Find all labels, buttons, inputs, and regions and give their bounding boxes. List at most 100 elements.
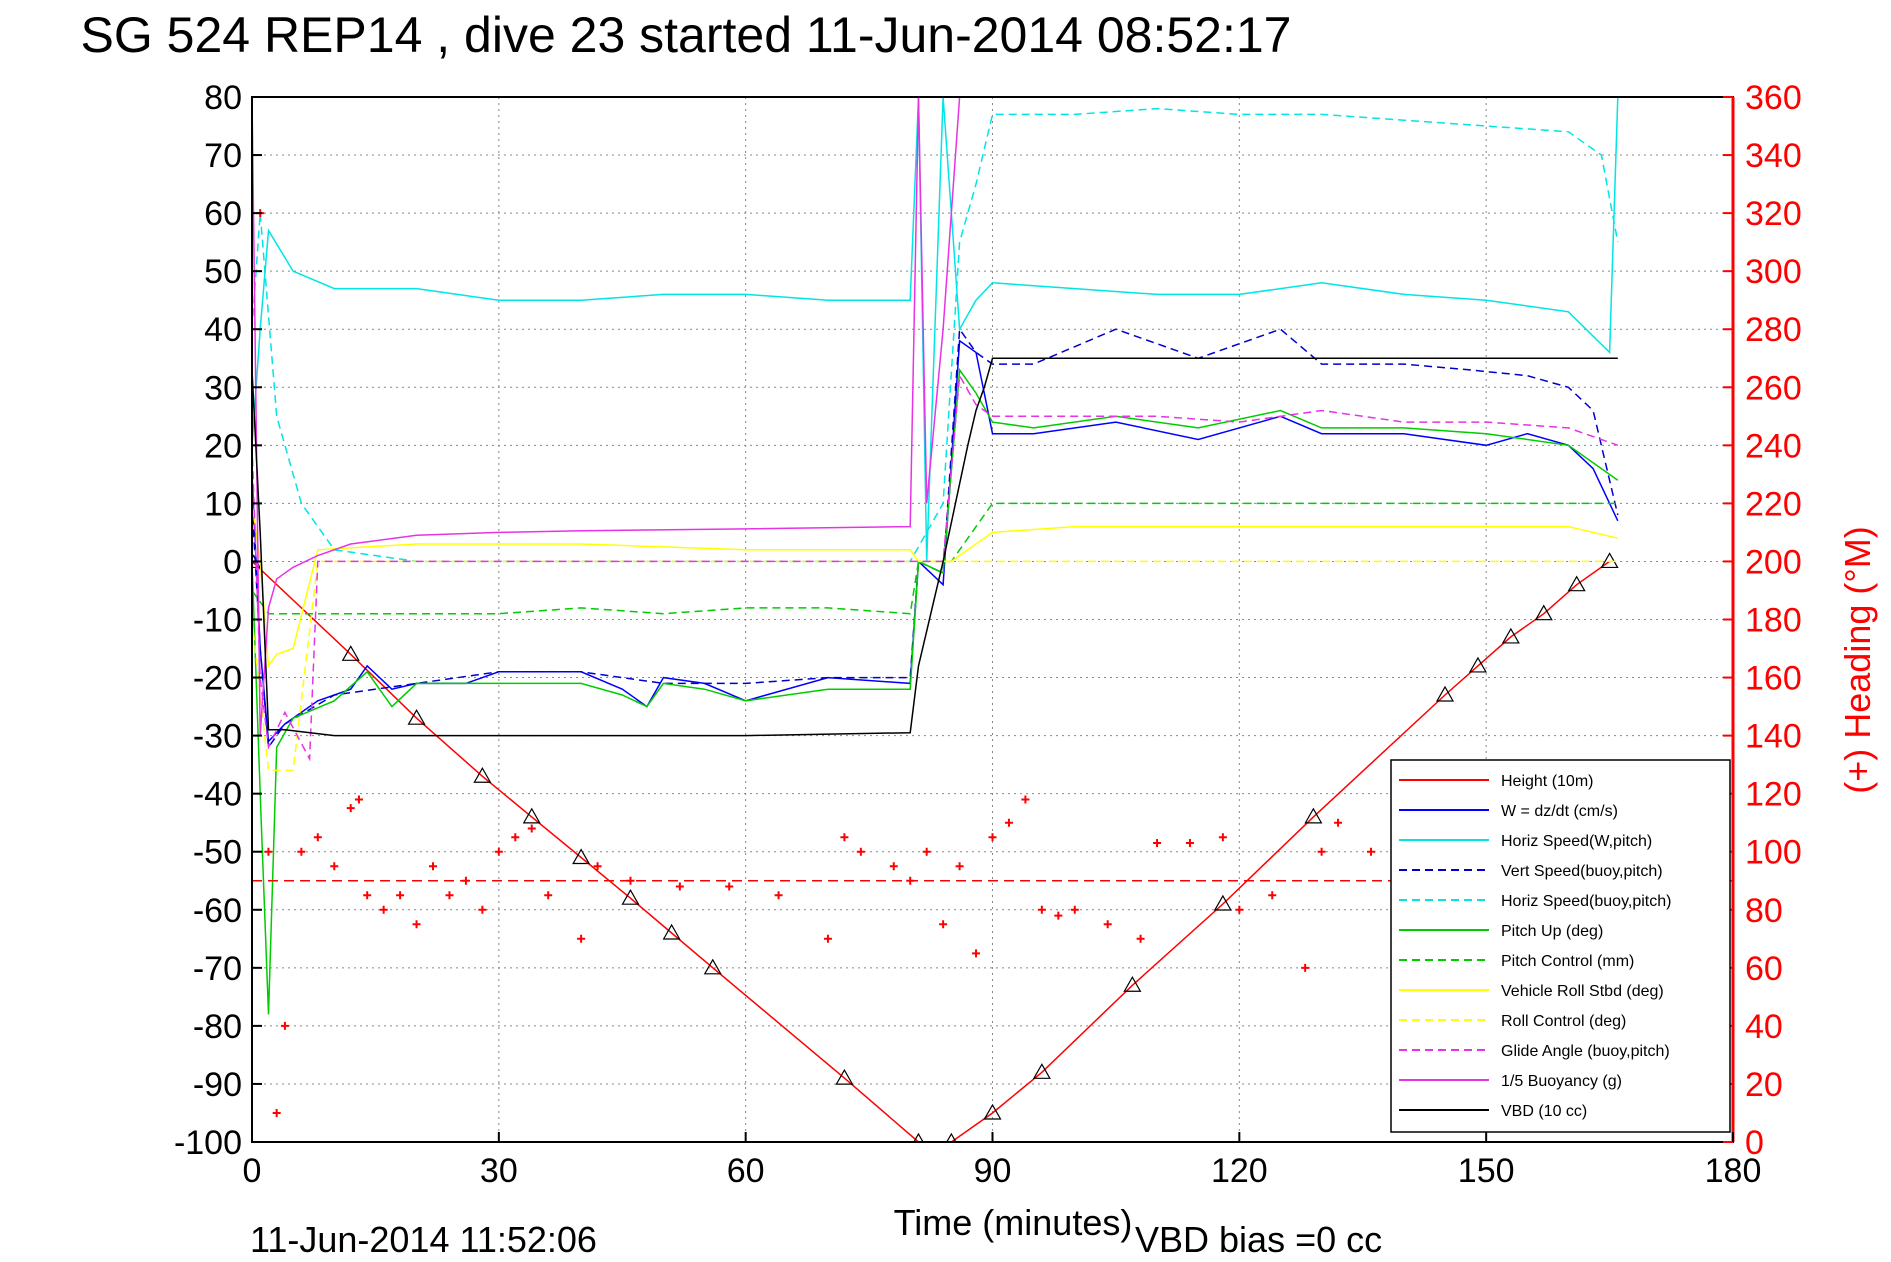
heading-marker [725, 882, 734, 891]
legend-label: Horiz Speed(W,pitch) [1501, 833, 1652, 850]
heading-marker [840, 833, 849, 842]
legend-label: Vert Speed(buoy,pitch) [1501, 863, 1663, 880]
heading-marker [494, 847, 503, 856]
heading-marker [1037, 905, 1046, 914]
heading-marker [593, 862, 602, 871]
heading-marker [264, 847, 273, 856]
left-tick-label: -90 [193, 1066, 242, 1104]
left-tick-label: -20 [193, 660, 242, 698]
heading-marker [363, 891, 372, 900]
series-vert-speed-buoy-pitch [252, 327, 1619, 750]
legend-label: Height (10m) [1501, 773, 1593, 790]
height-marker [1304, 807, 1323, 824]
series-group [252, 97, 1733, 1142]
right-tick-label: 180 [1745, 602, 1802, 640]
heading-marker [1136, 934, 1145, 943]
series-horiz-speed-buoy-pitch [252, 107, 1619, 563]
heading-marker [1070, 905, 1079, 914]
heading-marker [313, 833, 322, 842]
height-marker [835, 1068, 854, 1085]
heading-marker [972, 949, 981, 958]
height-marker [983, 1103, 1002, 1120]
height-marker [1567, 575, 1586, 592]
heading-marker [939, 920, 948, 929]
height-marker [522, 807, 541, 824]
series-pitch-control-mm [252, 502, 1618, 615]
heading-marker [1317, 847, 1326, 856]
right-tick-label: 100 [1745, 834, 1802, 872]
heading-marker [774, 891, 783, 900]
left-tick-label: 40 [204, 311, 242, 349]
x-tick-labels: 0 30 60 90 120 150 180 [243, 1132, 1761, 1190]
heading-marker [297, 847, 306, 856]
footer-vbd-bias: VBD bias =0 cc [1135, 1219, 1382, 1260]
height-marker [473, 767, 492, 783]
left-tick-label: 20 [204, 427, 242, 465]
height-marker [1213, 894, 1232, 911]
x-tick-label: 90 [974, 1152, 1012, 1190]
height-marker [341, 645, 360, 661]
left-tick-label: 80 [204, 79, 242, 117]
heading-marker [1103, 920, 1112, 929]
left-tick-label: 50 [204, 253, 242, 291]
series-heading [252, 151, 1408, 1117]
heading-marker [445, 891, 454, 900]
heading-marker [1235, 905, 1244, 914]
heading-marker [1334, 818, 1343, 827]
left-tick-label: 70 [204, 137, 242, 175]
heading-marker [280, 1021, 289, 1030]
heading-marker [429, 862, 438, 871]
series-roll-control-deg [252, 560, 1618, 772]
left-tick-label: -70 [193, 950, 242, 988]
right-tick-label: 220 [1745, 485, 1802, 523]
x-axis-label: Time (minutes) [894, 1202, 1133, 1243]
series-glide-angle-buoy-pitch [252, 373, 1619, 762]
heading-marker [823, 934, 832, 943]
height-marker [703, 958, 722, 975]
left-tick-label: -60 [193, 892, 242, 930]
series-vehicle-roll-stbd-deg [252, 503, 1618, 669]
x-tick-label: 30 [480, 1152, 518, 1190]
left-tick-label: 30 [204, 369, 242, 407]
legend-label: Roll Control (deg) [1501, 1013, 1626, 1030]
left-tick-label: -30 [193, 718, 242, 756]
heading-marker [675, 882, 684, 891]
legend-label: Vehicle Roll Stbd (deg) [1501, 983, 1664, 1000]
height-marker [1501, 627, 1520, 644]
right-tick-label: 300 [1745, 253, 1802, 291]
series-pitch-up-deg [252, 367, 1619, 1015]
height-marker [572, 848, 591, 865]
heading-marker [1185, 839, 1194, 848]
legend-label: Pitch Up (deg) [1501, 923, 1603, 940]
right-axis-label: (+) Heading (°M) [1837, 526, 1878, 793]
right-tick-label: 240 [1745, 427, 1802, 465]
right-tick-label: 200 [1745, 543, 1802, 581]
heading-marker [856, 847, 865, 856]
chart-title: SG 524 REP14 , dive 23 started 11-Jun-20… [81, 7, 1292, 63]
heading-marker [330, 862, 339, 871]
legend-label: Pitch Control (mm) [1501, 953, 1634, 970]
heading-marker [955, 862, 964, 871]
heading-marker [412, 920, 421, 929]
heading-marker [1268, 891, 1277, 900]
heading-marker [478, 905, 487, 914]
right-tick-label: 260 [1745, 369, 1802, 407]
left-tick-label: 10 [204, 485, 242, 523]
right-tick-label: 320 [1745, 195, 1802, 233]
series-vbd-10-cc [252, 357, 1618, 737]
heading-marker [1153, 839, 1162, 848]
heading-marker [1218, 833, 1227, 842]
height-marker [662, 923, 681, 940]
heading-marker [527, 824, 536, 833]
legend-label: Horiz Speed(buoy,pitch) [1501, 893, 1671, 910]
right-tick-label: 60 [1745, 950, 1783, 988]
series-1-5-buoyancy-g [252, 97, 961, 736]
right-tick-label: 80 [1745, 892, 1783, 930]
right-tick-label: 40 [1745, 1008, 1783, 1046]
legend-box [1390, 759, 1731, 1133]
heading-marker [889, 862, 898, 871]
x-tick-label: 120 [1211, 1152, 1268, 1190]
heading-marker [577, 934, 586, 943]
heading-marker [1021, 795, 1030, 804]
